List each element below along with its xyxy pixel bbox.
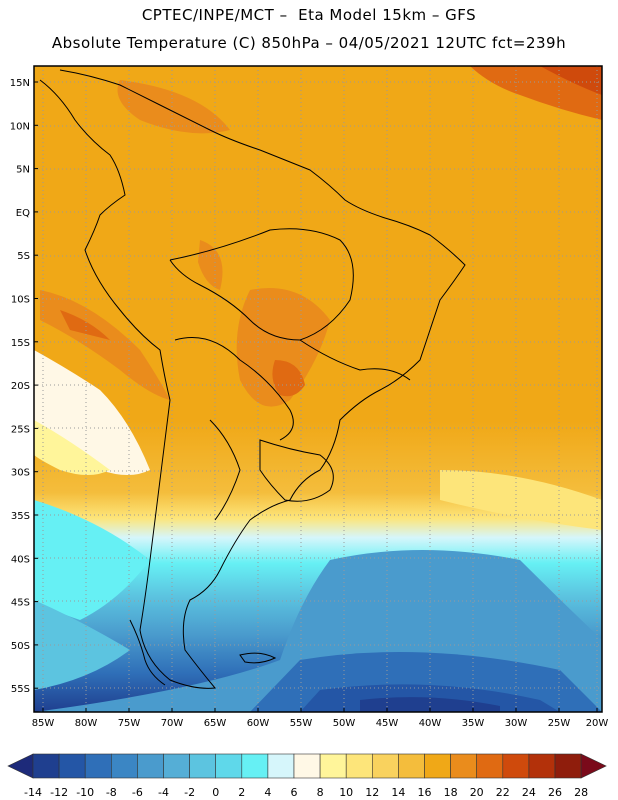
colorbar-label: 28 <box>574 786 588 799</box>
colorbar-swatch <box>189 753 217 779</box>
lat-label: 45S <box>11 598 30 609</box>
colorbar-swatch <box>163 753 190 779</box>
colorbar-swatch <box>476 753 504 779</box>
lon-label: 30W <box>505 718 528 729</box>
colorbar-label: -10 <box>76 786 94 799</box>
colorbar-label: 8 <box>317 786 324 799</box>
colorbar-swatch <box>241 753 269 779</box>
lon-label: 25W <box>548 718 571 729</box>
colorbar-swatch <box>528 753 556 779</box>
lat-label: 10S <box>11 295 30 306</box>
colorbar-label: 10 <box>339 786 353 799</box>
temperature-field <box>34 66 602 712</box>
map-frame <box>33 65 603 713</box>
colorbar-swatch <box>137 753 164 779</box>
colorbar-low-arrow <box>7 753 34 779</box>
colorbar-label: 14 <box>391 786 405 799</box>
lat-label: 15S <box>11 338 30 349</box>
lon-label: 50W <box>333 718 356 729</box>
colorbar-swatch <box>215 753 243 779</box>
lat-label: 5S <box>17 251 30 262</box>
colorbar-swatch <box>398 753 425 779</box>
lon-label: 35W <box>462 718 485 729</box>
map-subtitle: Absolute Temperature (C) 850hPa – 04/05/… <box>51 34 567 52</box>
colorbar-swatch <box>267 753 295 779</box>
lat-label: 5N <box>16 165 30 176</box>
lat-label: 55S <box>11 684 30 695</box>
longitude-axis: 85W 80W 75W 70W 65W 60W 55W 50W 45W 40W 35W 30W 25W 2… <box>32 708 609 729</box>
lat-label: EQ <box>16 208 30 219</box>
colorbar-swatch <box>502 753 530 779</box>
lon-label: 80W <box>75 718 98 729</box>
colorbar-swatch <box>371 753 399 779</box>
colorbar-swatch <box>319 753 347 779</box>
lon-label: 20W <box>586 718 609 729</box>
lon-label: 70W <box>161 718 184 729</box>
lat-label: 25S <box>11 424 30 435</box>
colorbar-label: 24 <box>522 786 536 799</box>
lat-label: 20S <box>11 381 30 392</box>
colorbar-label: 18 <box>444 786 458 799</box>
colorbar-label: 6 <box>291 786 298 799</box>
colorbar-label: -4 <box>158 786 169 799</box>
lat-label: 40S <box>11 554 30 565</box>
colorbar-swatch <box>58 753 86 779</box>
colorbar-label: 4 <box>264 786 271 799</box>
lon-label: 85W <box>32 718 55 729</box>
lat-label: 35S <box>11 511 30 522</box>
latitude-axis: 15N 10N 5N EQ 5S 10S 15S 20S 25S 30S 35S 40S 45S 50S 5… <box>10 78 38 695</box>
colorbar-swatch <box>111 753 138 779</box>
colorbar-swatch <box>450 753 478 779</box>
lat-label: 30S <box>11 468 30 479</box>
colorbar: -14 -12 -10 -8 -6 -4 -2 0 2 4 6 8 10 12 14 16 18 20 22 24 26… <box>7 753 607 799</box>
lat-label: 10N <box>10 121 30 132</box>
colorbar-label: 2 <box>238 786 245 799</box>
lon-label: 75W <box>118 718 141 729</box>
lon-label: 40W <box>419 718 442 729</box>
colorbar-label: 20 <box>470 786 484 799</box>
colorbar-swatch <box>84 753 112 779</box>
colorbar-high-arrow <box>580 753 607 779</box>
colorbar-label: 12 <box>365 786 379 799</box>
colorbar-label: 26 <box>548 786 562 799</box>
lon-label: 45W <box>376 718 399 729</box>
colorbar-swatch <box>554 753 582 779</box>
colorbar-swatch <box>345 753 373 779</box>
colorbar-label: -14 <box>24 786 42 799</box>
colorbar-label: -8 <box>106 786 117 799</box>
colorbar-label: -12 <box>50 786 68 799</box>
colorbar-swatch <box>32 753 60 779</box>
colorbar-swatch <box>424 753 451 779</box>
colorbar-label: 22 <box>496 786 510 799</box>
colorbar-label: -2 <box>184 786 195 799</box>
coastlines <box>39 69 466 689</box>
lon-label: 60W <box>247 718 270 729</box>
lon-label: 55W <box>290 718 313 729</box>
lat-label: 50S <box>11 641 30 652</box>
colorbar-swatch <box>293 753 321 779</box>
colorbar-label: 16 <box>418 786 432 799</box>
lat-label: 15N <box>10 78 30 89</box>
map-title: CPTEC/INPE/MCT – Eta Model 15km – GFS <box>141 6 477 24</box>
colorbar-label: 0 <box>212 786 219 799</box>
colorbar-label: -6 <box>132 786 143 799</box>
lon-label: 65W <box>204 718 227 729</box>
